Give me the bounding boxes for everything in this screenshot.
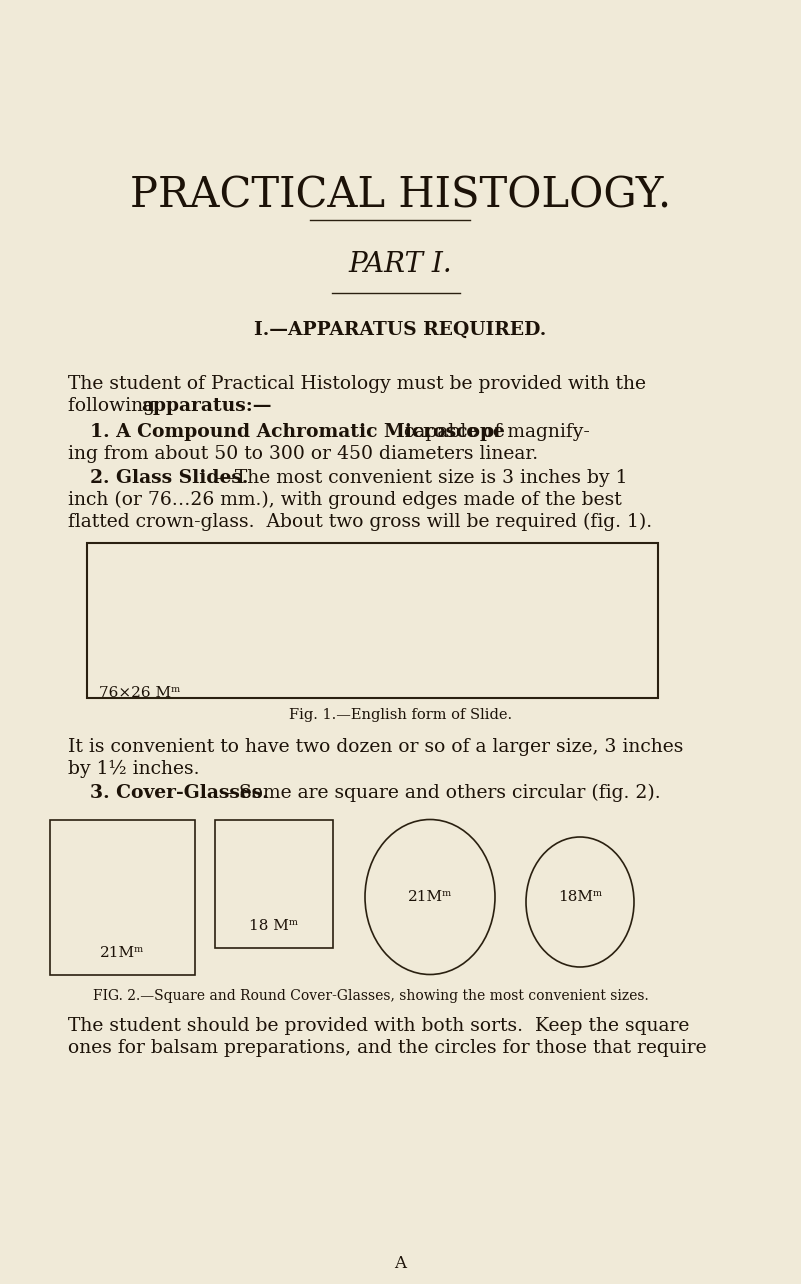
Text: 1. A Compound Achromatic Microscope: 1. A Compound Achromatic Microscope bbox=[90, 422, 505, 440]
Text: PART I.: PART I. bbox=[348, 252, 453, 279]
Text: 18Mᵐ: 18Mᵐ bbox=[557, 890, 602, 904]
Text: 21Mᵐ: 21Mᵐ bbox=[100, 946, 145, 960]
Text: ing from about 50 to 300 or 450 diameters linear.: ing from about 50 to 300 or 450 diameter… bbox=[68, 446, 538, 464]
Bar bbox=[215, 820, 333, 948]
Ellipse shape bbox=[526, 837, 634, 967]
Text: It is convenient to have two dozen or so of a larger size, 3 inches: It is convenient to have two dozen or so… bbox=[68, 738, 683, 756]
Text: ones for balsam preparations, and the circles for those that require: ones for balsam preparations, and the ci… bbox=[68, 1039, 706, 1057]
Text: following: following bbox=[68, 397, 161, 415]
Text: FIG. 2.—Square and Round Cover-Glasses, showing the most convenient sizes.: FIG. 2.—Square and Round Cover-Glasses, … bbox=[93, 989, 648, 1003]
Ellipse shape bbox=[365, 819, 495, 975]
Text: The student of Practical Histology must be provided with the: The student of Practical Histology must … bbox=[68, 375, 646, 393]
Text: 21Mᵐ: 21Mᵐ bbox=[408, 890, 453, 904]
Text: —Some are square and others circular (fig. 2).: —Some are square and others circular (fi… bbox=[220, 785, 661, 802]
Text: capable of magnify-: capable of magnify- bbox=[398, 422, 590, 440]
Text: A: A bbox=[395, 1254, 406, 1272]
Bar bbox=[87, 543, 658, 698]
Text: inch (or 76…26 mm.), with ground edges made of the best: inch (or 76…26 mm.), with ground edges m… bbox=[68, 490, 622, 510]
Text: I.—APPARATUS REQUIRED.: I.—APPARATUS REQUIRED. bbox=[255, 321, 546, 339]
Text: 76×26 Mᵐ: 76×26 Mᵐ bbox=[99, 686, 180, 700]
Text: 18 Mᵐ: 18 Mᵐ bbox=[249, 919, 299, 933]
Text: 3. Cover-Glasses.: 3. Cover-Glasses. bbox=[90, 785, 269, 802]
Text: apparatus:—: apparatus:— bbox=[141, 397, 272, 415]
Text: Fig. 1.—English form of Slide.: Fig. 1.—English form of Slide. bbox=[289, 707, 512, 722]
Text: by 1½ inches.: by 1½ inches. bbox=[68, 760, 199, 778]
Text: 2. Glass Slides.: 2. Glass Slides. bbox=[90, 469, 248, 487]
Text: flatted crown-glass.  About two gross will be required (fig. 1).: flatted crown-glass. About two gross wil… bbox=[68, 514, 652, 532]
Bar bbox=[50, 820, 195, 975]
Text: The student should be provided with both sorts.  Keep the square: The student should be provided with both… bbox=[68, 1017, 690, 1035]
Text: —The most convenient size is 3 inches by 1: —The most convenient size is 3 inches by… bbox=[216, 469, 627, 487]
Text: PRACTICAL HISTOLOGY.: PRACTICAL HISTOLOGY. bbox=[130, 175, 671, 216]
